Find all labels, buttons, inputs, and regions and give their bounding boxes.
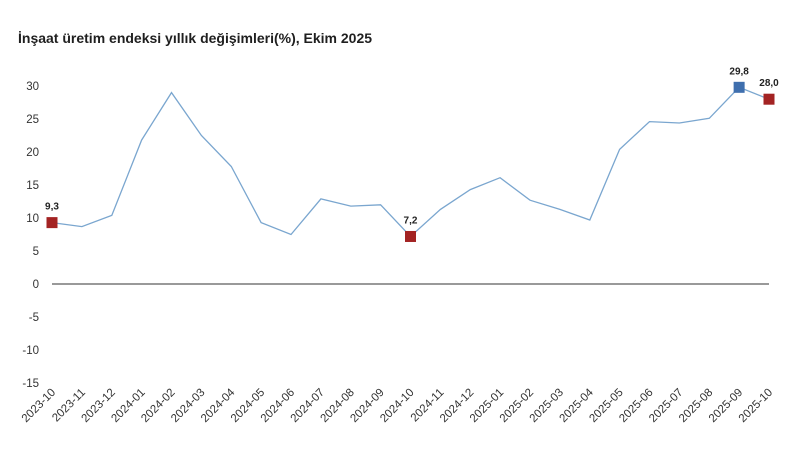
y-tick-label: 10 — [26, 213, 39, 225]
series-line — [51, 86, 770, 238]
y-tick-label: 5 — [33, 246, 39, 258]
data-label: 28,0 — [759, 78, 779, 89]
data-label: 29,8 — [729, 66, 749, 77]
chart-title: İnşaat üretim endeksi yıllık değişimleri… — [18, 30, 373, 46]
y-tick-label: 20 — [26, 147, 39, 159]
highlight-marker — [733, 81, 745, 93]
x-tick-label: 2025-10 — [737, 387, 775, 425]
y-tick-label: 0 — [33, 279, 39, 291]
x-axis: 2023-102023-112023-122024-012024-022024-… — [20, 386, 775, 425]
y-tick-label: -10 — [22, 345, 39, 357]
y-tick-label: -5 — [29, 312, 39, 324]
highlight-marker — [763, 93, 775, 105]
highlight-markers: 9,3 7,2 29,8 28,0 — [45, 66, 779, 242]
y-tick-label: -15 — [22, 378, 39, 390]
y-tick-label: 30 — [26, 81, 39, 93]
y-tick-label: 15 — [26, 180, 39, 192]
data-label: 9,3 — [45, 202, 59, 213]
y-tick-label: 25 — [26, 114, 39, 126]
highlight-marker — [46, 217, 58, 229]
y-axis: -15 -10 -5 0 5 10 15 20 25 30 — [22, 81, 39, 390]
highlight-marker — [405, 230, 416, 242]
data-label: 7,2 — [404, 215, 418, 226]
